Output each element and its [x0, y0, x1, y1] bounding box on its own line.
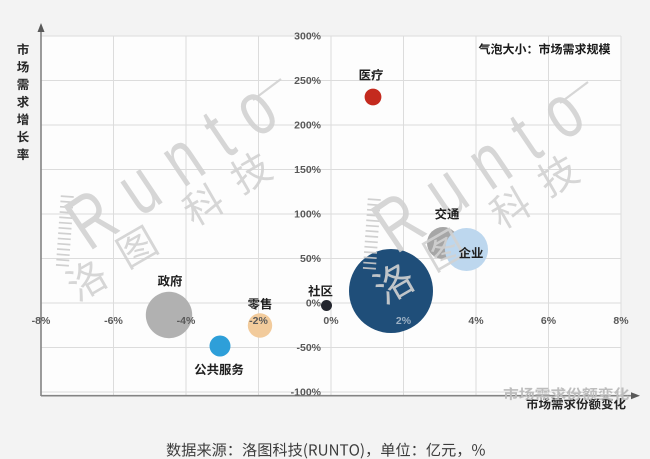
svg-text:-50%: -50% — [296, 342, 321, 354]
svg-text:200%: 200% — [294, 120, 322, 132]
svg-text:4%: 4% — [468, 315, 484, 327]
svg-text:150%: 150% — [294, 164, 322, 176]
svg-text:2%: 2% — [396, 315, 412, 327]
svg-text:50%: 50% — [300, 253, 322, 265]
svg-text:-6%: -6% — [104, 315, 123, 327]
svg-text:250%: 250% — [294, 75, 322, 87]
svg-text:-8%: -8% — [32, 315, 51, 327]
svg-text:300%: 300% — [294, 31, 322, 43]
svg-text:0%: 0% — [323, 315, 339, 327]
svg-text:0%: 0% — [306, 298, 322, 310]
svg-text:8%: 8% — [613, 315, 629, 327]
svg-text:-100%: -100% — [291, 387, 322, 399]
svg-text:-2%: -2% — [249, 315, 268, 327]
svg-text:6%: 6% — [541, 315, 557, 327]
svg-text:-4%: -4% — [177, 315, 196, 327]
svg-text:100%: 100% — [294, 209, 322, 221]
